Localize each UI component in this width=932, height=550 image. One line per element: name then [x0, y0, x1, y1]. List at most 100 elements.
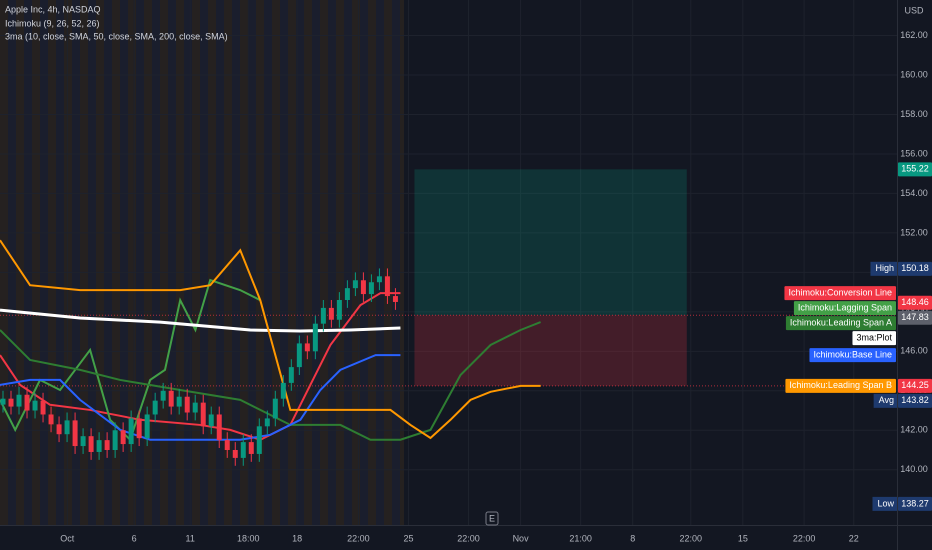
- y-tick-label: 146.00: [900, 346, 928, 356]
- indicator-label: Ichimoku (9, 26, 52, 26): [5, 18, 100, 28]
- candle-body: [264, 418, 270, 427]
- candle-body: [344, 288, 350, 300]
- candle-body: [376, 276, 382, 283]
- x-tick-label: 25: [403, 533, 413, 543]
- price-badge-value: 144.25: [901, 380, 929, 390]
- price-badge-box: [898, 393, 932, 408]
- candle-body: [112, 430, 118, 450]
- y-tick-label: 156.00: [900, 148, 928, 158]
- y-tick-label: 140.00: [900, 464, 928, 474]
- series-tag-label: Ichimoku:Base Line: [813, 349, 892, 359]
- x-tick-label: 22:00: [793, 533, 816, 543]
- candle-body: [224, 440, 230, 450]
- series-tag-label: 3ma:Plot: [856, 332, 892, 342]
- price-badge-label-box: [872, 496, 897, 511]
- earnings-marker-box[interactable]: [485, 511, 499, 526]
- candle-body: [296, 343, 302, 368]
- x-tick-label: 22: [849, 533, 859, 543]
- position-profit: [414, 169, 687, 316]
- candle-body: [56, 424, 62, 435]
- candle-body: [48, 414, 54, 425]
- series-tag: Ichimoku:Conversion Line: [784, 286, 896, 301]
- candle-body: [0, 398, 6, 405]
- candle-body: [280, 382, 286, 399]
- candle-body: [200, 402, 206, 427]
- candle-body: [320, 307, 326, 324]
- candle-body: [304, 343, 310, 352]
- candle-body: [256, 426, 262, 454]
- price-badge-box: [898, 295, 932, 310]
- chart-title: Apple Inc, 4h, NASDAQ: [5, 4, 101, 14]
- price-badge-label: Low: [877, 498, 894, 508]
- series-tag-box: [785, 316, 896, 331]
- price-badge: 143.82 Avg: [873, 393, 932, 408]
- candle-body: [176, 396, 182, 407]
- candle-body: [184, 396, 190, 413]
- y-tick-label: 158.00: [900, 109, 928, 119]
- candle-body: [328, 307, 334, 320]
- candle-body: [360, 280, 366, 295]
- indicator-line: [0, 292, 401, 441]
- price-badge-label: High: [875, 263, 894, 273]
- candle-body: [24, 394, 30, 411]
- candle-body: [88, 436, 94, 452]
- price-badge: 144.25: [898, 378, 932, 393]
- position-loss: [414, 315, 687, 386]
- earnings-marker[interactable]: E: [489, 513, 495, 523]
- candle-body: [80, 436, 86, 447]
- series-tag-label: Ichimoku:Leading Span A: [790, 317, 892, 327]
- x-tick-label: 11: [186, 533, 195, 543]
- price-badge: 150.18 High: [870, 261, 932, 276]
- x-tick-label: 22:00: [680, 533, 703, 543]
- x-tick-label: 21:00: [569, 533, 592, 543]
- price-badge-box: [898, 261, 932, 276]
- candle-body: [232, 450, 238, 458]
- indicator-line: [0, 278, 261, 442]
- price-badge-value: 148.46: [901, 297, 929, 307]
- x-tick-label: 8: [630, 533, 635, 543]
- y-tick-label: 160.00: [900, 69, 928, 79]
- y-tick-label: 142.00: [900, 425, 928, 435]
- y-tick-label: 162.00: [900, 30, 928, 40]
- price-badge: 148.46: [898, 295, 932, 310]
- price-badge: 147.83: [898, 310, 932, 325]
- series-tag-label: Ichimoku:Leading Span B: [789, 380, 892, 390]
- series-tag-label: Ichimoku:Conversion Line: [788, 287, 892, 297]
- x-tick-label: 18: [292, 533, 302, 543]
- currency-label: USD: [904, 5, 924, 15]
- series-tag-label: Ichimoku:Lagging Span: [798, 302, 892, 312]
- candle-body: [392, 296, 398, 302]
- candle-body: [368, 282, 374, 295]
- candle-body: [216, 414, 222, 441]
- price-badge-value: 143.82: [901, 395, 929, 405]
- price-badge: 138.27 Low: [872, 496, 932, 511]
- price-badge-box: [898, 310, 932, 325]
- candle-body: [160, 390, 166, 401]
- y-tick-label: 152.00: [900, 227, 928, 237]
- candle-body: [96, 440, 102, 452]
- x-tick-label: Oct: [60, 533, 75, 543]
- price-badge: 155.22: [898, 162, 932, 177]
- candle-body: [312, 323, 318, 352]
- price-badge-box: [898, 496, 932, 511]
- x-tick-label: 22:00: [457, 533, 480, 543]
- series-tag: Ichimoku:Leading Span B: [785, 378, 896, 393]
- candle-body: [144, 414, 150, 439]
- indicator-line: [0, 239, 541, 440]
- indicator-line: [0, 308, 401, 333]
- price-badge-value: 155.22: [901, 164, 929, 174]
- candle-body: [384, 276, 390, 297]
- indicator-label: 3ma (10, close, SMA, 50, close, SMA, 200…: [5, 31, 228, 41]
- x-tick-label: Nov: [513, 533, 530, 543]
- candle-body: [168, 390, 174, 407]
- x-tick-label: 6: [132, 533, 137, 543]
- series-tag-box: [785, 378, 896, 393]
- price-badge-value: 138.27: [901, 498, 929, 508]
- candle-body: [192, 402, 198, 413]
- session-stripes: [0, 0, 404, 525]
- x-tick-label: 18:00: [237, 533, 260, 543]
- x-tick-label: 15: [738, 533, 748, 543]
- series-tag: Ichimoku:Leading Span A: [785, 316, 896, 331]
